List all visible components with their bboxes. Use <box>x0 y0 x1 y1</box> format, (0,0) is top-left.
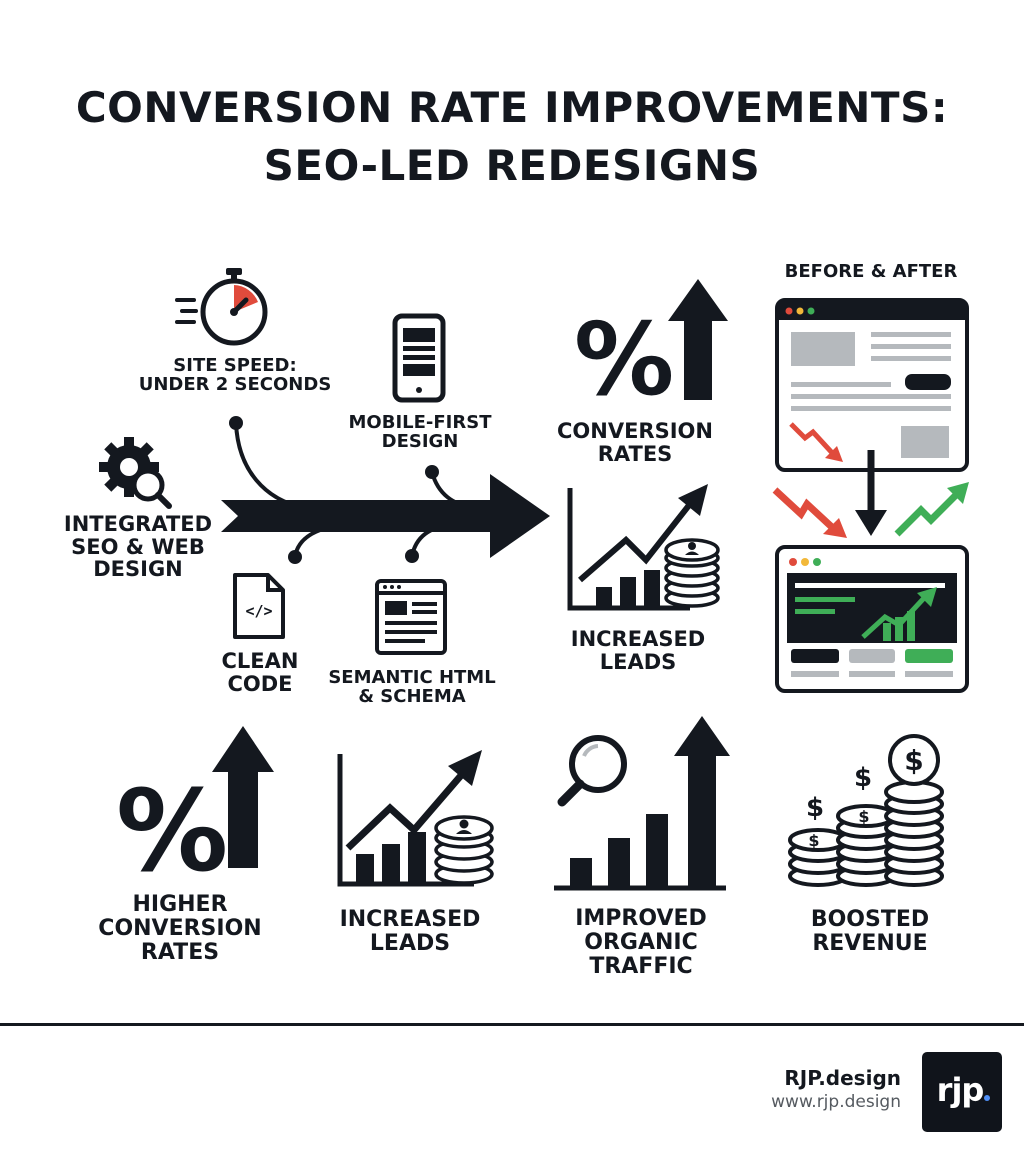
benefit-magnifier-bars-icon <box>554 716 730 891</box>
svg-text:$: $ <box>808 831 819 850</box>
svg-text:%: % <box>574 301 674 418</box>
browser-window-icon <box>775 298 969 472</box>
benefit-boosted-revenue-label: BOOSTED REVENUE <box>810 907 930 956</box>
smartphone-icon <box>392 313 446 403</box>
percent-up-icon: % <box>574 279 728 418</box>
brand-logo-dot <box>984 1095 990 1101</box>
increased-leads-label: INCREASED LEADS <box>570 627 706 674</box>
svg-text:$: $ <box>806 793 824 823</box>
brand-logo-text: rjp <box>936 1071 985 1109</box>
mobile-first-label: MOBILE-FIRST DESIGN <box>348 412 492 453</box>
svg-text:%: % <box>116 767 228 897</box>
integrated-label: INTEGRATED SEO & WEB DESIGN <box>63 512 213 582</box>
benefit-growth-chart-icon <box>337 750 494 887</box>
benefit-coin-stacks-icon: $ $ $ $ $ <box>788 734 944 887</box>
brand-url[interactable]: www.rjp.design <box>771 1092 901 1112</box>
browser-window-after-icon <box>775 545 969 693</box>
page-title-line2: SEO-LED REDESIGNS <box>263 141 761 191</box>
code-file-icon: </> <box>233 573 285 639</box>
footer-divider <box>0 1023 1024 1026</box>
svg-text:$: $ <box>854 763 872 793</box>
stopwatch-icon <box>175 268 268 346</box>
before-after-label: BEFORE & AFTER <box>784 261 958 282</box>
semantic-html-label: SEMANTIC HTML & SCHEMA <box>328 667 496 708</box>
page-title: CONVERSION RATE IMPROVEMENTS: SEO-LED RE… <box>0 83 1024 191</box>
benefit-higher-conversion-label: HIGHER CONVERSION RATES <box>98 892 262 965</box>
svg-text:$: $ <box>858 807 869 826</box>
clean-code-label: CLEAN CODE <box>221 649 299 696</box>
before-after-arrows <box>772 450 969 538</box>
brand-name: RJP.design <box>784 1066 901 1090</box>
page-title-line1: CONVERSION RATE IMPROVEMENTS: <box>75 83 949 132</box>
benefit-percent-up-icon: % <box>116 726 274 897</box>
brand-logo[interactable]: rjp <box>922 1052 1002 1132</box>
gear-search-icon <box>99 437 172 509</box>
growth-chart-icon <box>567 484 720 611</box>
svg-text:</>: </> <box>245 602 272 620</box>
site-speed-label: SITE SPEED: UNDER 2 SECONDS <box>138 355 332 396</box>
conversion-rates-label: CONVERSION RATES <box>557 419 713 466</box>
webpage-icon <box>375 579 447 655</box>
benefit-increased-leads-label: INCREASED LEADS <box>339 907 481 956</box>
svg-text:$: $ <box>904 744 923 777</box>
benefit-improved-traffic-label: IMPROVED ORGANIC TRAFFIC <box>575 906 707 979</box>
